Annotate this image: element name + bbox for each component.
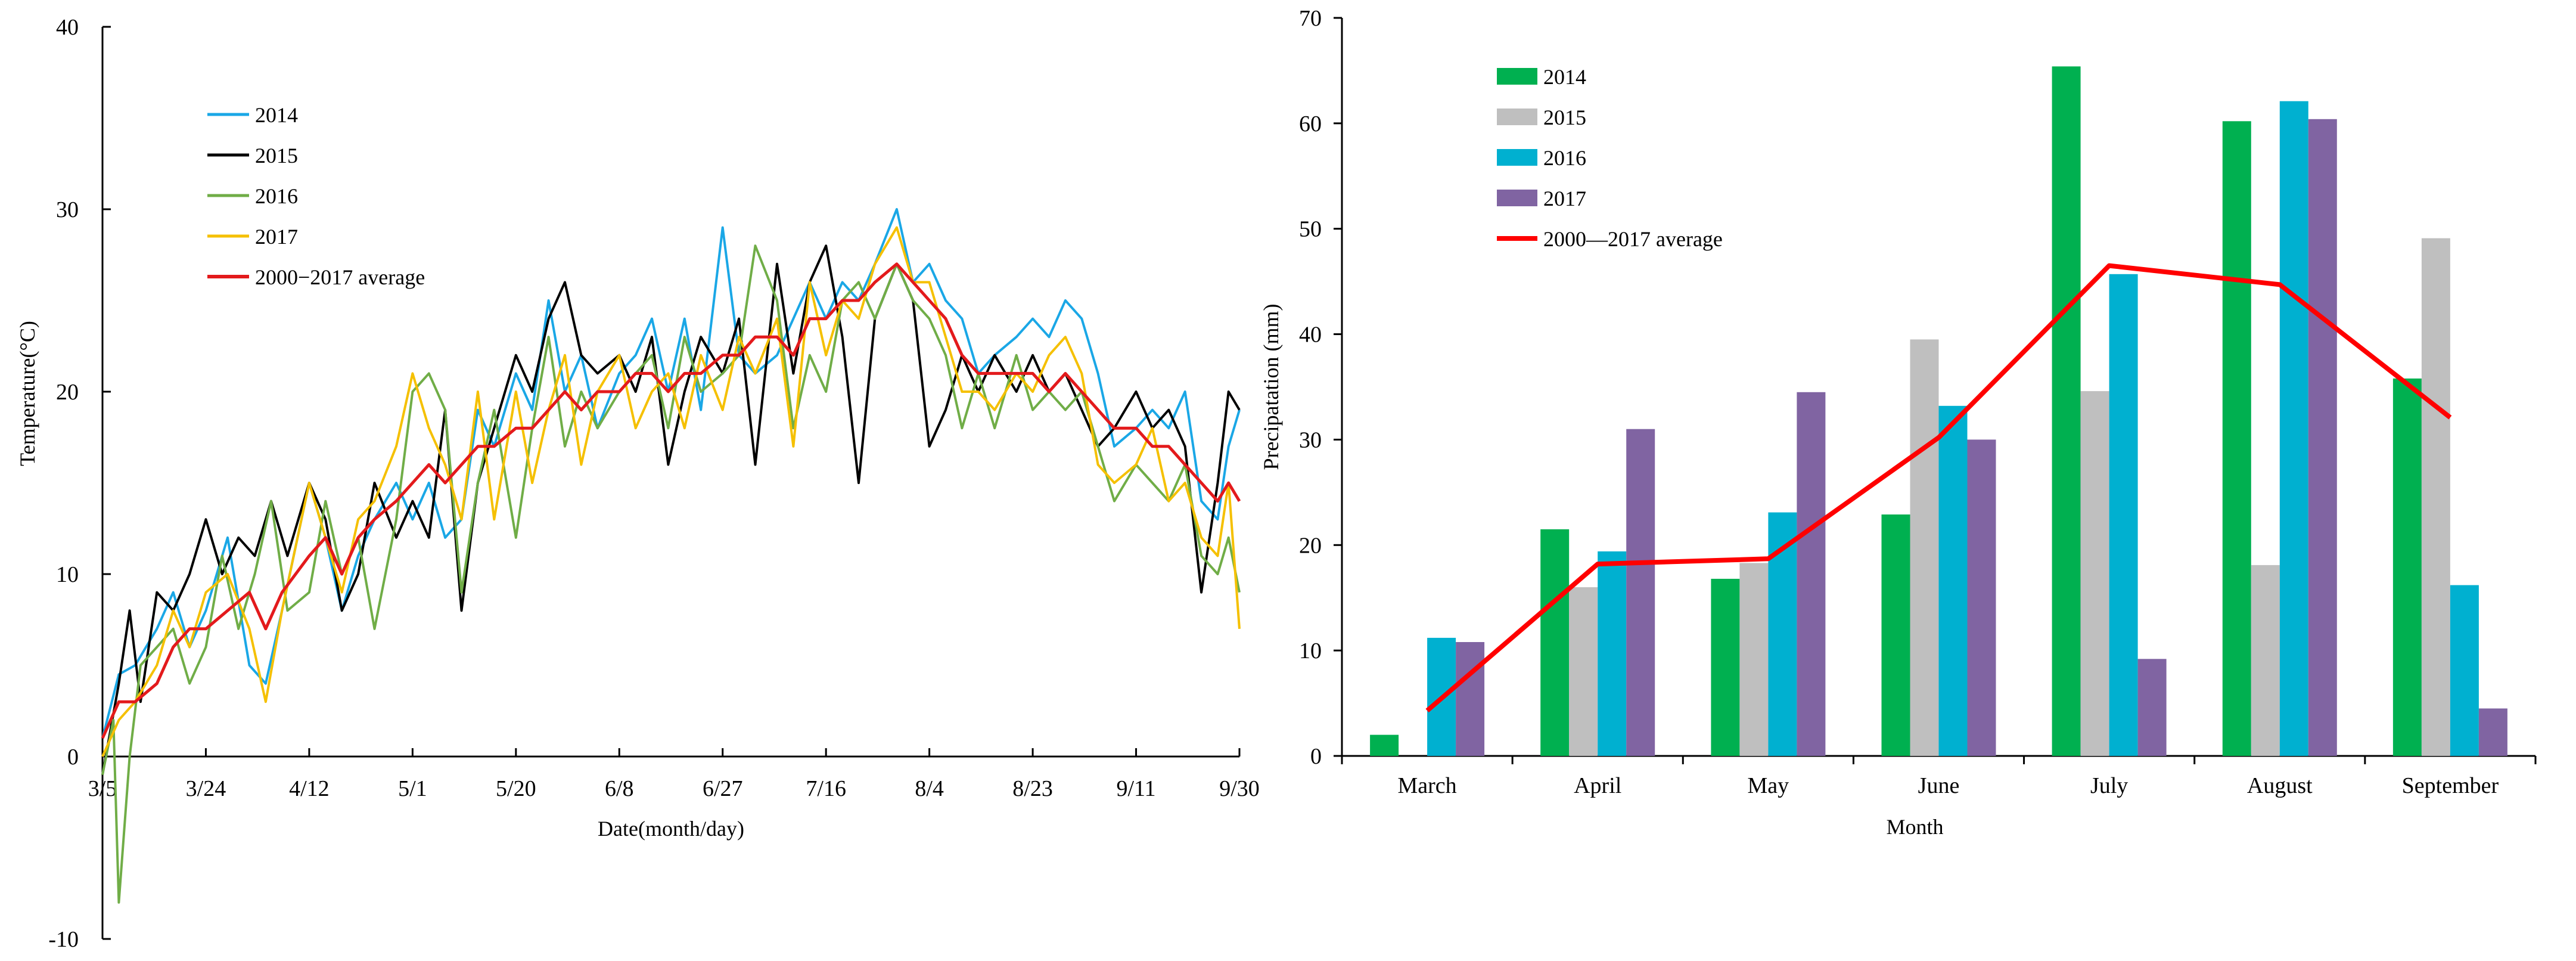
precip-x-tick-label: September <box>2402 773 2499 798</box>
precip-legend-swatch <box>1497 149 1537 166</box>
precip-y-tick-label: 30 <box>1299 427 1322 452</box>
precip-bar <box>2478 708 2507 756</box>
precip-bar <box>1739 563 1769 756</box>
precip-y-tick-label: 50 <box>1299 217 1322 242</box>
precip-y-tick-label: 10 <box>1299 638 1322 664</box>
precip-bar <box>2137 659 2167 756</box>
precip-legend-label: 2014 <box>1543 65 1586 89</box>
precip-bar <box>1598 551 1627 756</box>
temp-legend-label: 2000−2017 average <box>255 265 425 289</box>
temp-legend-label: 2015 <box>255 144 298 168</box>
temp-y-tick-label: 30 <box>56 197 79 222</box>
precip-average-line <box>1425 263 2452 713</box>
precip-bar <box>1797 392 1826 756</box>
precip-bar <box>2080 391 2109 756</box>
precip-bar <box>2308 119 2337 756</box>
temp-y-tick-label: 20 <box>56 380 79 405</box>
temp-legend-label: 2017 <box>255 225 298 249</box>
temp-x-tick-label: 8/23 <box>1012 776 1053 801</box>
precip-x-tick-label: June <box>1918 773 1960 798</box>
precip-y-tick-label: 70 <box>1299 6 1322 31</box>
temp-x-axis-title: Date(month/day) <box>598 817 744 841</box>
precip-x-axis-title: Month <box>1886 815 1943 839</box>
precip-bar <box>1540 529 1570 756</box>
precip-bar <box>2109 274 2138 756</box>
precip-legend-swatch <box>1497 190 1537 206</box>
precip-y-tick-label: 20 <box>1299 533 1322 558</box>
temp-x-tick-label: 5/20 <box>496 776 536 801</box>
temp-y-tick-label: -10 <box>48 927 79 952</box>
precip-legend-swatch <box>1497 68 1537 85</box>
temp-x-tick-label: 3/24 <box>186 776 226 801</box>
precip-x-tick-label: July <box>2090 773 2128 798</box>
precip-y-tick-label: 0 <box>1310 744 1322 769</box>
temp-legend-label: 2014 <box>255 103 298 127</box>
precip-x-tick-label: April <box>1574 773 1621 798</box>
precip-legend-swatch <box>1497 108 1537 125</box>
temp-x-tick-label: 4/12 <box>289 776 330 801</box>
precip-bar <box>1456 642 1485 756</box>
precip-bar <box>1910 339 1939 756</box>
temp-y-tick-label: 0 <box>67 745 79 770</box>
precip-y-axis-title: Precipatation (mm) <box>1259 304 1283 470</box>
precip-y-tick-label: 40 <box>1299 323 1322 348</box>
precip-x-tick-label: March <box>1397 773 1456 798</box>
precip-bar <box>2392 378 2422 756</box>
temp-x-tick-label: 3/5 <box>88 776 117 801</box>
temp-series-line <box>101 244 1241 904</box>
temp-series-line <box>101 226 1241 757</box>
temp-y-tick-label: 10 <box>56 562 79 587</box>
precip-bar <box>1711 578 1740 756</box>
temp-legend-label: 2016 <box>255 184 298 208</box>
temp-x-tick-label: 6/27 <box>703 776 743 801</box>
temp-series-line <box>101 262 1241 739</box>
precip-bar <box>1967 439 1996 756</box>
precip-bar <box>1626 429 1655 756</box>
temp-x-tick-label: 9/11 <box>1116 776 1155 801</box>
precipitation-chart: 0 10 20 30 40 50 60 70 March April May June July Augu… <box>1259 6 2537 839</box>
precip-bar <box>2052 66 2081 756</box>
precip-bar <box>2279 101 2308 757</box>
temp-x-tick-label: 8/4 <box>915 776 944 801</box>
precip-bar <box>1569 587 1598 756</box>
temp-y-axis-title: Temperature(°C) <box>15 321 39 466</box>
precip-bar <box>2421 238 2450 757</box>
temp-x-tick-label: 6/8 <box>605 776 634 801</box>
precip-legend-label: 2016 <box>1543 146 1586 170</box>
precip-x-tick-label: May <box>1748 773 1789 798</box>
temp-y-tick-label: 40 <box>56 15 79 40</box>
temp-x-tick-label: 5/1 <box>398 776 427 801</box>
precip-bar <box>1370 734 1399 756</box>
precip-legend-label: 2015 <box>1543 106 1586 129</box>
precip-legend-label: 2000—2017 average <box>1543 227 1723 251</box>
precip-bar <box>1938 405 1968 756</box>
precip-bar <box>2450 585 2479 756</box>
temp-x-tick-label: 7/16 <box>806 776 846 801</box>
precip-bar <box>1881 514 1910 756</box>
precip-legend-label: 2017 <box>1543 187 1586 210</box>
precip-y-tick-label: 60 <box>1299 111 1322 137</box>
precip-bar <box>2222 121 2251 756</box>
precip-x-tick-label: August <box>2247 773 2313 798</box>
temperature-chart: -10 0 10 20 30 40 3/5 3/24 4/12 5/1 5/20 6/8 6/27 7/1… <box>15 15 1260 952</box>
precip-bar <box>2251 565 2280 756</box>
temp-x-tick-label: 9/30 <box>1219 776 1260 801</box>
